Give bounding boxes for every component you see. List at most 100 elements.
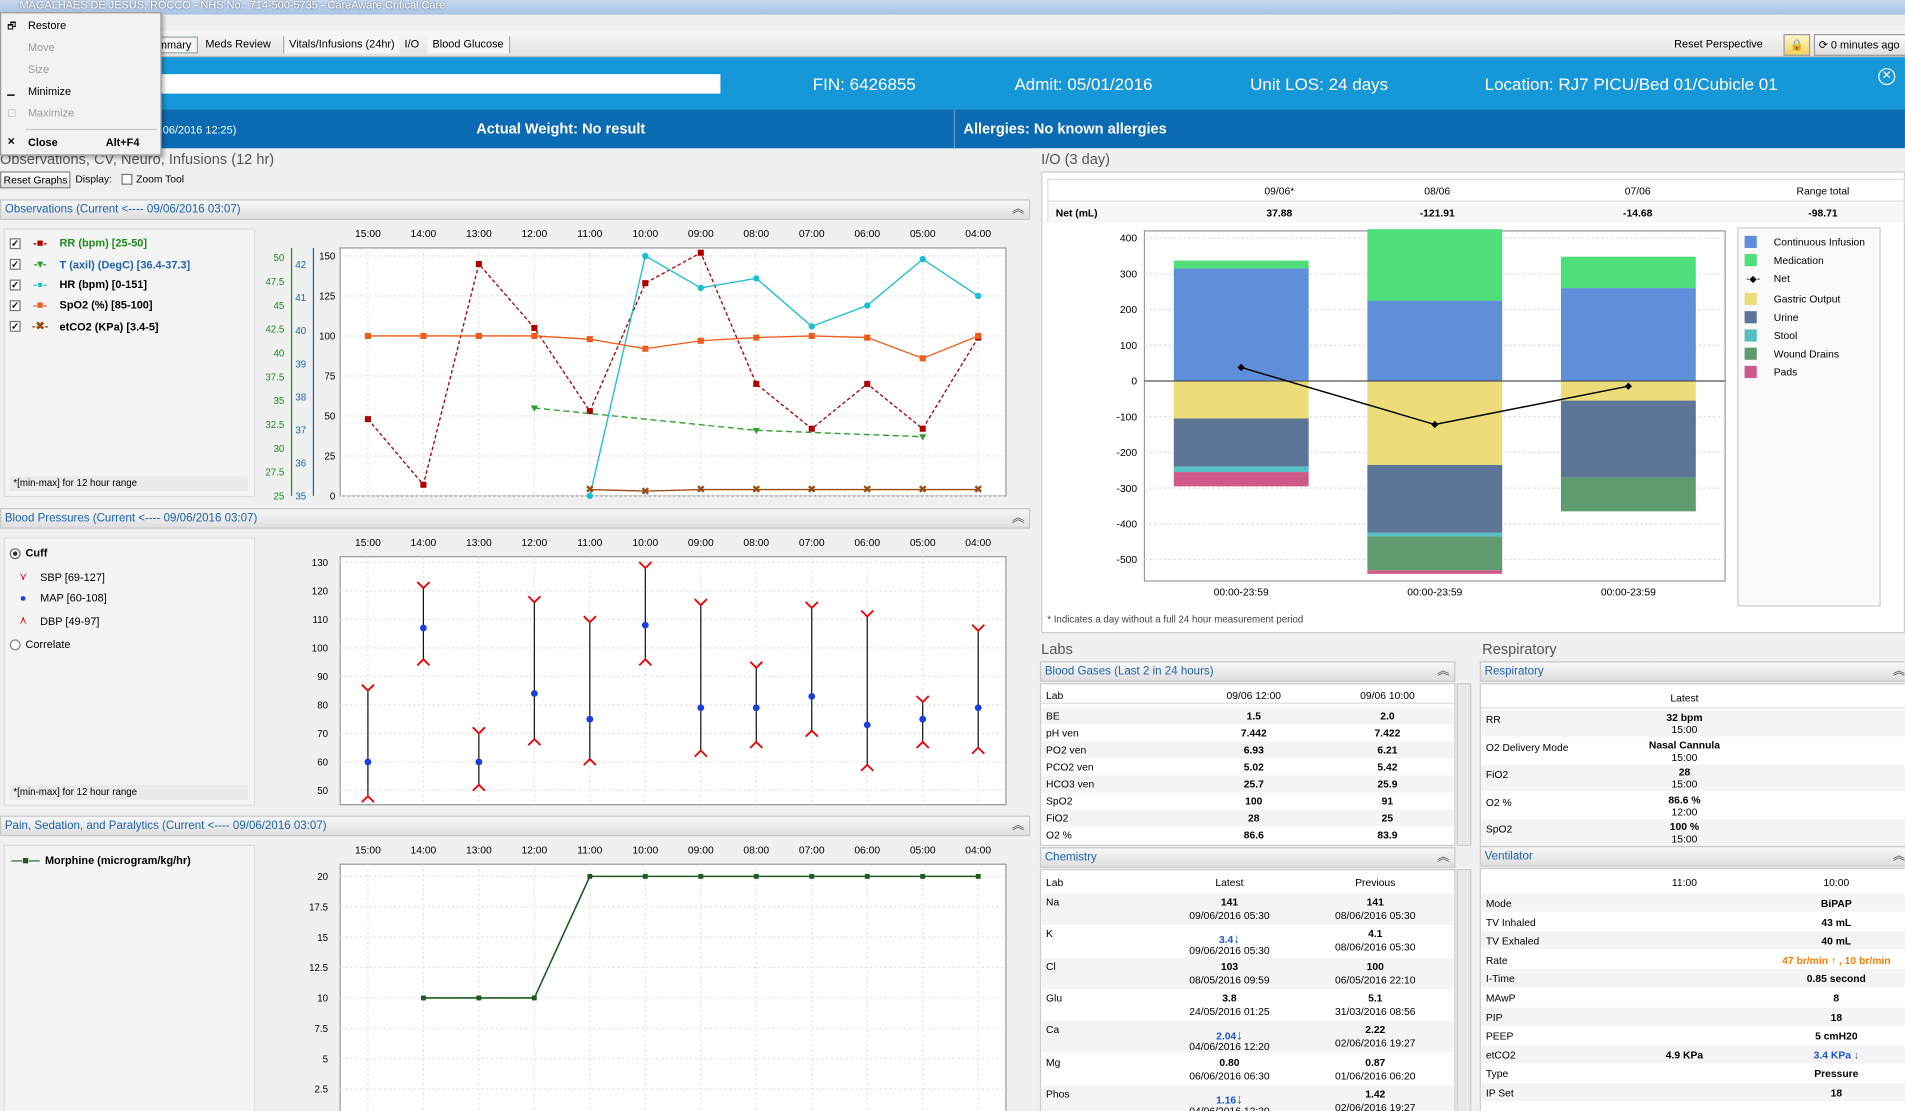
map-marker[interactable] [364, 758, 372, 766]
data-point[interactable] [586, 336, 593, 343]
data-point[interactable] [975, 292, 982, 300]
sbp-marker[interactable] [805, 601, 819, 610]
data-point[interactable] [420, 995, 426, 1001]
io-bar-segment[interactable] [1173, 260, 1309, 269]
tab-vitals-infusions[interactable]: Vitals/Infusions (24hr) [283, 36, 400, 54]
io-bar-segment[interactable] [1560, 477, 1696, 512]
data-point[interactable] [752, 427, 760, 434]
map-marker[interactable] [475, 758, 483, 766]
data-point[interactable] [530, 405, 538, 412]
collapse-icon[interactable]: ︽ [1892, 664, 1905, 679]
data-point[interactable] [809, 873, 815, 879]
io-bar-segment[interactable] [1367, 532, 1503, 537]
tab-meds-review[interactable]: Meds Review [205, 37, 271, 50]
data-point[interactable] [531, 995, 537, 1001]
correlate-radio[interactable]: Correlate [9, 638, 70, 650]
map-marker[interactable] [974, 704, 982, 712]
map-marker[interactable] [863, 721, 871, 729]
sbp-marker[interactable] [583, 615, 597, 624]
collapse-icon[interactable]: ︽ [1012, 511, 1025, 526]
dbp-marker[interactable] [749, 740, 763, 749]
map-marker[interactable] [530, 690, 538, 697]
data-point[interactable]: ✖ [585, 484, 594, 496]
data-point[interactable]: ✖ [696, 484, 705, 496]
dbp-marker[interactable] [694, 749, 708, 758]
io-bar-segment[interactable] [1173, 418, 1309, 467]
io-bar-segment[interactable] [1367, 464, 1503, 533]
data-point[interactable] [364, 332, 371, 339]
morphine-chart[interactable]: 15:00 14:00 13:00 12:00 11:00 10:00 09:00 08:00… [260, 837, 1011, 1111]
data-point[interactable] [753, 380, 760, 387]
io-bar-segment[interactable] [1173, 268, 1309, 381]
obs-legend-item-2[interactable]: ✓ -●- HR (bpm) [0-151] [9, 278, 147, 291]
menu-item-restore[interactable]: 🗗 Restore [1, 19, 160, 36]
data-point[interactable]: ✖ [807, 484, 816, 496]
data-point[interactable] [808, 425, 815, 432]
data-point[interactable] [587, 873, 593, 879]
lock-icon[interactable]: 🔒 [1783, 34, 1811, 56]
data-point[interactable]: ✖ [918, 484, 927, 496]
io-bar-segment[interactable] [1367, 536, 1503, 571]
io-bar-segment[interactable] [1173, 472, 1309, 487]
map-marker[interactable] [697, 704, 705, 712]
cuff-radio-dot[interactable] [9, 547, 21, 559]
data-point[interactable] [919, 434, 927, 441]
data-point[interactable] [808, 323, 815, 330]
map-marker[interactable] [752, 704, 760, 712]
data-point[interactable] [920, 873, 926, 879]
legend-checkbox[interactable]: ✓ [9, 237, 21, 249]
obs-legend-item-1[interactable]: ✓ -▾- T (axil) (DegC) [36.4-37.3] [9, 258, 190, 271]
data-point[interactable] [586, 492, 593, 500]
dbp-marker[interactable] [638, 658, 653, 667]
menu-item-minimize[interactable]: ▁ Minimize [1, 85, 160, 102]
obs-legend-item-0[interactable]: ✓ -■- RR (bpm) [25-50] [9, 237, 147, 249]
dbp-marker[interactable] [416, 658, 431, 667]
map-marker[interactable] [641, 621, 649, 629]
io-bar-segment[interactable] [1367, 570, 1503, 574]
sbp-marker[interactable] [416, 581, 431, 590]
reset-perspective-button[interactable]: Reset Perspective [1674, 37, 1763, 50]
legend-checkbox[interactable]: ✓ [9, 258, 21, 270]
map-marker[interactable] [808, 692, 816, 700]
chemistry-scrollbar[interactable] [1456, 869, 1472, 1111]
tab-summary[interactable]: mmary [153, 36, 198, 54]
data-point[interactable] [753, 334, 760, 341]
data-point[interactable] [864, 873, 870, 879]
data-point[interactable] [531, 332, 538, 339]
dbp-marker[interactable] [361, 794, 375, 803]
blood-pressure-chart[interactable]: 15:00 14:00 13:00 12:00 11:00 10:00 09:00 08:00… [260, 530, 1011, 810]
zoom-checkbox-box[interactable] [121, 173, 133, 185]
data-point[interactable] [475, 260, 482, 267]
collapse-icon[interactable]: ︽ [1892, 849, 1905, 864]
io-bar-segment[interactable] [1173, 380, 1309, 419]
sbp-marker[interactable] [472, 726, 486, 735]
net-point[interactable] [1237, 363, 1245, 372]
dbp-marker[interactable] [805, 729, 819, 738]
data-point[interactable] [420, 332, 427, 339]
obs-legend-item-4[interactable]: ✓ -✖- etCO2 (KPa) [3.4-5] [9, 320, 159, 333]
legend-checkbox[interactable]: ✓ [9, 278, 21, 290]
data-point[interactable] [864, 334, 871, 341]
sbp-marker[interactable] [749, 661, 763, 670]
map-marker[interactable] [419, 624, 427, 632]
data-point[interactable] [475, 332, 482, 339]
data-point[interactable] [642, 345, 649, 352]
dbp-marker[interactable] [860, 763, 874, 772]
data-point[interactable] [697, 337, 704, 344]
legend-checkbox[interactable]: ✓ [9, 299, 21, 311]
cuff-radio[interactable]: Cuff [9, 547, 47, 559]
sbp-marker[interactable] [638, 561, 653, 570]
collapse-icon[interactable]: ︽ [1012, 819, 1025, 833]
data-point[interactable] [753, 873, 759, 879]
io-bar-segment[interactable] [1560, 288, 1696, 381]
io-bar-segment[interactable] [1367, 300, 1503, 381]
zoom-tool-checkbox[interactable]: Zoom Tool [121, 173, 184, 185]
sbp-marker[interactable] [694, 598, 708, 607]
data-point[interactable] [698, 873, 704, 879]
data-point[interactable]: ✖ [641, 486, 650, 498]
dbp-marker[interactable] [971, 746, 985, 755]
io-bar-segment[interactable] [1367, 229, 1503, 301]
data-point[interactable] [753, 275, 760, 282]
io-bar-segment[interactable] [1560, 380, 1696, 401]
io-chart[interactable]: -500 -400 -300 -200 -100 0 100 200 300 400 00:00-2… [1042, 226, 1734, 609]
